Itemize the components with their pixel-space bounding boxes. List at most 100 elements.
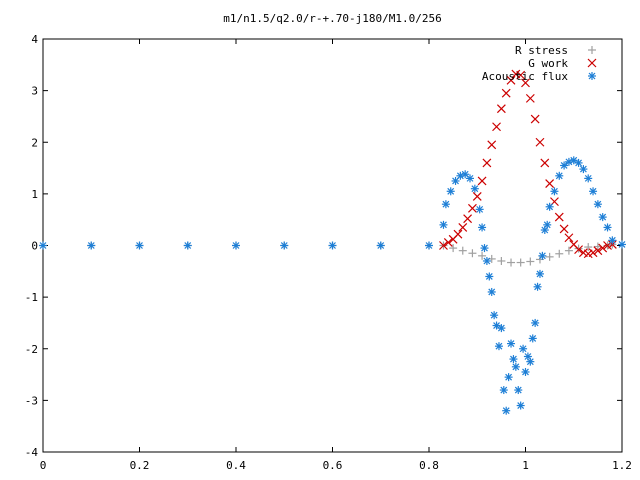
data-point <box>443 237 453 247</box>
data-point <box>545 202 554 211</box>
data-point <box>494 342 503 351</box>
data-point <box>588 248 598 258</box>
data-point <box>607 240 617 249</box>
data-point <box>478 251 487 260</box>
data-point <box>603 223 612 232</box>
data-point <box>449 244 458 253</box>
data-point <box>425 241 433 250</box>
y-tick-label: -3 <box>25 394 38 407</box>
data-point <box>376 241 385 250</box>
x-tick-label: 1 <box>522 459 529 472</box>
data-point <box>468 203 477 213</box>
data-point <box>593 200 602 209</box>
y-tick-label: -4 <box>25 446 39 459</box>
x-tick-label: 1.2 <box>612 459 632 472</box>
legend-label: Acoustic flux <box>482 70 568 83</box>
data-point <box>485 272 494 281</box>
data-point <box>535 269 544 278</box>
data-point <box>458 223 468 232</box>
data-point <box>478 223 487 232</box>
y-tick-label: -2 <box>25 343 38 356</box>
data-point <box>441 200 450 209</box>
legend-marker <box>588 72 596 80</box>
data-point <box>574 158 583 167</box>
data-point <box>482 158 492 168</box>
data-point <box>554 212 564 222</box>
data-point <box>507 258 516 267</box>
data-point <box>528 334 537 343</box>
data-point <box>516 70 526 80</box>
data-point <box>497 256 506 265</box>
data-point <box>183 241 192 250</box>
data-point <box>574 245 583 255</box>
data-point <box>535 137 545 147</box>
series-acoustic-flux <box>39 156 626 415</box>
legend-marker <box>588 46 596 54</box>
data-point <box>564 246 573 255</box>
data-point <box>540 158 550 168</box>
data-point <box>490 311 499 320</box>
data-point <box>39 241 47 250</box>
data-point <box>504 373 513 382</box>
x-tick-label: 0.2 <box>130 459 150 472</box>
data-point <box>511 362 520 371</box>
data-point <box>538 251 547 260</box>
data-point <box>531 318 540 327</box>
data-point <box>468 249 477 258</box>
data-point <box>506 75 516 85</box>
data-point <box>525 93 535 103</box>
data-point <box>446 187 455 196</box>
y-tick-label: 0 <box>31 240 38 253</box>
data-point <box>458 246 467 255</box>
data-point <box>564 233 574 243</box>
data-point <box>87 241 96 250</box>
data-point <box>499 386 508 395</box>
data-point <box>482 256 491 265</box>
data-point <box>135 241 144 250</box>
x-tick-label: 0.4 <box>226 459 246 472</box>
x-tick-label: 0 <box>40 459 47 472</box>
data-point <box>555 249 564 258</box>
data-point <box>453 229 463 239</box>
data-point <box>559 224 569 234</box>
data-point <box>545 252 554 261</box>
data-point <box>589 187 598 196</box>
data-point <box>618 240 626 249</box>
data-point <box>470 184 479 193</box>
data-point <box>439 220 448 229</box>
data-point <box>509 355 518 364</box>
data-point <box>477 176 487 186</box>
data-point <box>593 246 603 256</box>
data-point <box>487 287 496 296</box>
data-point <box>502 406 511 415</box>
series-r-stress <box>39 240 617 267</box>
x-tick-label: 0.6 <box>323 459 343 472</box>
data-point <box>555 171 564 180</box>
data-point <box>497 324 506 333</box>
data-point <box>579 165 588 174</box>
data-point <box>526 357 535 366</box>
data-point <box>598 243 608 253</box>
y-tick-label: 1 <box>31 188 38 201</box>
data-point <box>560 161 569 170</box>
data-point <box>598 213 607 222</box>
x-tick-label: 0.8 <box>419 459 439 472</box>
data-point <box>501 88 511 98</box>
data-point <box>472 192 482 201</box>
data-point <box>507 339 516 348</box>
data-point <box>584 174 593 183</box>
data-point <box>480 244 489 253</box>
y-tick-label: 2 <box>31 136 38 149</box>
data-point <box>521 367 530 376</box>
series-g-work <box>439 69 617 259</box>
data-point <box>526 257 535 266</box>
chart-title: m1/n1.5/q2.0/r-+.70-j180/M1.0/256 <box>223 12 442 25</box>
data-point <box>608 236 617 245</box>
data-point <box>475 205 484 214</box>
legend-label: R stress <box>515 44 568 57</box>
data-point <box>232 241 240 250</box>
data-point <box>550 187 559 196</box>
data-point <box>328 241 337 250</box>
data-point <box>519 344 528 353</box>
y-tick-label: -1 <box>25 291 38 304</box>
